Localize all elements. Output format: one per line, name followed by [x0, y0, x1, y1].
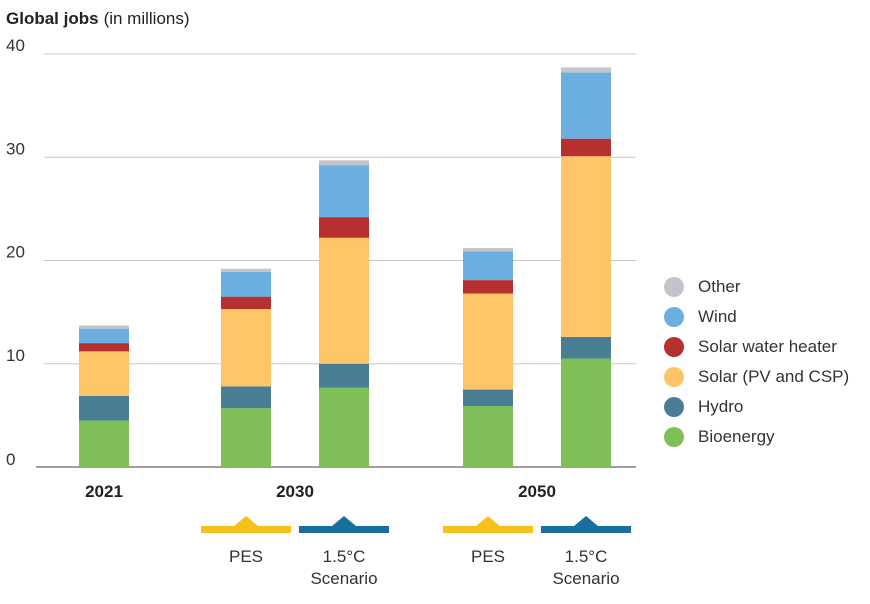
scenario-label: 1.5°C Scenario: [552, 547, 619, 588]
bar-segment-solar-pv-and-csp: [319, 237, 369, 364]
bar-stack: [463, 248, 513, 467]
bar-segment-bioenergy: [561, 358, 611, 467]
legend-swatch: [664, 307, 684, 327]
scenario-markers: PES 1.5°C Scenario PES 1.5°C Scenario: [201, 516, 631, 588]
scenario-label: PES: [471, 547, 505, 566]
scenario-label: 1.5°C Scenario: [310, 547, 377, 588]
bar-segment-hydro: [221, 386, 271, 409]
chart-title-unit: (in millions): [104, 9, 190, 28]
bar-segment-solar-pv-and-csp: [561, 156, 611, 337]
legend-label: Solar water heater: [698, 337, 837, 356]
legend-swatch: [664, 277, 684, 297]
legend-item: Solar water heater: [664, 332, 849, 362]
bar-segment-hydro: [463, 389, 513, 407]
bars: [79, 67, 611, 467]
bar-segment-solar-water-heater: [463, 280, 513, 294]
y-tick-label: 20: [6, 243, 25, 262]
bar-segment-other: [319, 160, 369, 166]
legend-item: Hydro: [664, 392, 849, 422]
x-group-label: 2030: [276, 482, 314, 501]
bar-segment-solar-water-heater: [319, 217, 369, 238]
bar-segment-solar-pv-and-csp: [79, 351, 129, 396]
y-axis-ticks: 0 10 20 30 40: [6, 36, 25, 469]
bar-segment-solar-pv-and-csp: [221, 309, 271, 387]
bar-segment-other: [561, 67, 611, 73]
scenario-label: PES: [229, 547, 263, 566]
bar-stack: [221, 268, 271, 467]
bar-segment-bioenergy: [221, 408, 271, 467]
x-group-label: 2050: [518, 482, 556, 501]
legend-label: Bioenergy: [698, 427, 775, 446]
scenario-marker: [541, 516, 631, 533]
x-group-label: 2021: [85, 482, 123, 501]
bar-segment-hydro: [79, 395, 129, 421]
legend-label: Wind: [698, 307, 737, 326]
legend: Other Wind Solar water heater Solar (PV and…: [664, 272, 849, 452]
bar-segment-wind: [319, 165, 369, 218]
bar-segment-other: [79, 325, 129, 329]
legend-swatch: [664, 427, 684, 447]
bar-segment-wind: [79, 328, 129, 344]
legend-swatch: [664, 367, 684, 387]
x-axis-labels: 2021 2030 2050: [85, 482, 556, 501]
bar-segment-solar-water-heater: [79, 343, 129, 352]
legend-item: Solar (PV and CSP): [664, 362, 849, 392]
bar-segment-solar-pv-and-csp: [463, 293, 513, 390]
bar-stack: [561, 67, 611, 467]
legend-swatch: [664, 337, 684, 357]
bar-segment-other: [221, 268, 271, 272]
bar-segment-hydro: [561, 336, 611, 359]
bar-segment-bioenergy: [79, 420, 129, 467]
y-tick-label: 30: [6, 139, 25, 158]
scenario-marker: [201, 516, 291, 533]
y-tick-label: 10: [6, 346, 25, 365]
scenario-marker: [443, 516, 533, 533]
bar-segment-wind: [463, 251, 513, 281]
legend-item: Wind: [664, 302, 849, 332]
bar-segment-bioenergy: [463, 406, 513, 467]
bar-segment-solar-water-heater: [221, 296, 271, 310]
bar-segment-other: [463, 248, 513, 252]
bar-stack: [79, 325, 129, 467]
bar-segment-wind: [221, 271, 271, 297]
y-tick-label: 40: [6, 36, 25, 55]
legend-item: Other: [664, 272, 849, 302]
bar-segment-bioenergy: [319, 387, 369, 467]
chart-title: Global jobs (in millions): [6, 9, 190, 28]
bar-segment-wind: [561, 72, 611, 139]
bar-segment-solar-water-heater: [561, 138, 611, 157]
legend-swatch: [664, 397, 684, 417]
scenario-marker: [299, 516, 389, 533]
y-tick-label: 0: [6, 450, 15, 469]
bar-stack: [319, 160, 369, 467]
chart-title-main: Global jobs: [6, 9, 99, 28]
legend-label: Solar (PV and CSP): [698, 367, 850, 386]
legend-label: Hydro: [698, 397, 744, 416]
legend-item: Bioenergy: [664, 422, 849, 452]
legend-label: Other: [698, 277, 741, 296]
bar-segment-hydro: [319, 363, 369, 388]
